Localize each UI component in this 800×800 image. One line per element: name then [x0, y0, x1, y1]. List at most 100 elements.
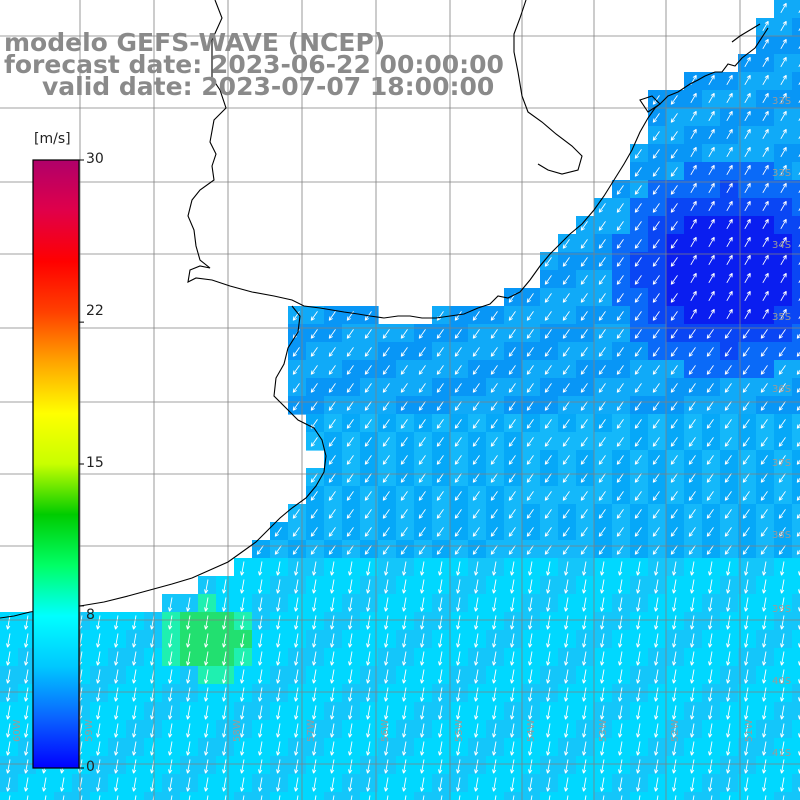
wind-arrow	[670, 113, 678, 123]
wind-arrow	[364, 527, 372, 537]
wind-arrow	[726, 74, 733, 86]
wind-arrow	[616, 473, 624, 483]
wind-arrow	[780, 597, 785, 612]
wind-arrow	[328, 311, 336, 321]
wind-arrow	[386, 795, 389, 800]
wind-arrow	[690, 723, 695, 738]
wind-arrow	[616, 419, 624, 429]
wind-arrow	[762, 669, 767, 684]
wind-arrow	[256, 545, 264, 555]
wind-arrow	[634, 527, 642, 537]
wind-arrow	[726, 146, 733, 158]
wind-arrow	[564, 741, 569, 756]
wind-arrow	[132, 759, 137, 774]
wind-arrow	[312, 687, 317, 702]
wind-arrow	[778, 383, 786, 393]
wind-arrow	[690, 705, 695, 720]
wind-arrow	[744, 290, 751, 302]
wind-speed-cell	[594, 792, 613, 800]
wind-speed-cell	[450, 792, 469, 800]
wind-speed-cell	[756, 792, 775, 800]
wind-arrow	[654, 723, 659, 738]
wind-arrow	[186, 777, 191, 792]
wind-arrow	[150, 651, 155, 666]
lat-label: 35S	[772, 312, 792, 323]
wind-arrow	[580, 347, 588, 357]
wind-arrow	[526, 401, 534, 411]
wind-arrow	[562, 347, 570, 357]
wind-arrow	[168, 759, 173, 774]
wind-arrow	[726, 182, 733, 194]
wind-arrow	[580, 401, 588, 411]
wind-arrow	[744, 651, 749, 666]
wind-arrow	[436, 383, 444, 393]
wind-arrow	[706, 509, 714, 519]
wind-arrow	[418, 383, 426, 393]
wind-arrow	[582, 669, 587, 684]
wind-arrow	[346, 437, 354, 447]
wind-arrow	[8, 795, 11, 800]
wind-arrow	[132, 723, 137, 738]
wind-arrow	[726, 777, 731, 792]
wind-arrow	[472, 491, 480, 501]
wind-arrow	[744, 272, 751, 284]
wind-arrow	[510, 705, 515, 720]
wind-arrow	[760, 545, 768, 555]
wind-arrow	[474, 597, 479, 612]
wind-arrow	[528, 597, 533, 612]
wind-arrow	[510, 723, 515, 738]
wind-arrow	[780, 2, 787, 14]
wind-arrow	[204, 705, 209, 720]
wind-arrow	[708, 597, 713, 612]
wind-arrow	[708, 128, 715, 140]
wind-arrow	[528, 651, 533, 666]
wind-arrow	[526, 329, 534, 339]
wind-arrow	[258, 705, 263, 720]
wind-arrow	[346, 491, 354, 501]
wind-arrow	[544, 383, 552, 393]
wind-arrow	[364, 419, 372, 429]
wind-arrow	[168, 633, 173, 648]
wind-arrow	[418, 527, 426, 537]
wind-arrow	[400, 473, 408, 483]
wind-arrow	[582, 579, 587, 594]
wind-arrow	[168, 705, 173, 720]
wind-arrow	[456, 705, 461, 720]
wind-speed-cell	[36, 792, 55, 800]
wind-arrow	[762, 38, 769, 50]
lon-label: 53W	[598, 719, 609, 742]
wind-arrow	[618, 615, 623, 630]
wind-speed-cell	[720, 792, 739, 800]
wind-arrow	[310, 527, 318, 537]
wind-arrow	[652, 365, 660, 375]
wind-arrow	[400, 491, 408, 501]
wind-arrow	[618, 597, 623, 612]
wind-arrow	[186, 669, 191, 684]
wind-arrow	[24, 705, 29, 720]
wind-speed-cell	[792, 594, 800, 613]
wind-arrow	[618, 669, 623, 684]
wind-arrow	[778, 365, 786, 375]
wind-arrow	[294, 669, 299, 684]
wind-arrow	[490, 347, 498, 357]
wind-arrow	[276, 597, 281, 612]
wind-arrow	[24, 651, 29, 666]
wind-arrow	[328, 383, 336, 393]
wind-arrow	[168, 669, 173, 684]
wind-arrow	[598, 257, 606, 267]
wind-arrow	[276, 561, 281, 576]
wind-arrow	[382, 329, 390, 339]
wind-arrow	[168, 651, 173, 666]
wind-arrow	[670, 383, 678, 393]
wind-arrow	[724, 347, 732, 357]
wind-arrow	[544, 365, 552, 375]
wind-arrow	[706, 491, 714, 501]
wind-arrow	[258, 579, 263, 594]
wind-arrow	[276, 705, 281, 720]
wind-arrow	[330, 561, 335, 576]
wind-arrow	[724, 491, 732, 501]
wind-arrow	[616, 329, 624, 339]
wind-arrow	[544, 437, 552, 447]
wind-arrow	[186, 705, 191, 720]
wind-speed-cell	[792, 90, 800, 109]
